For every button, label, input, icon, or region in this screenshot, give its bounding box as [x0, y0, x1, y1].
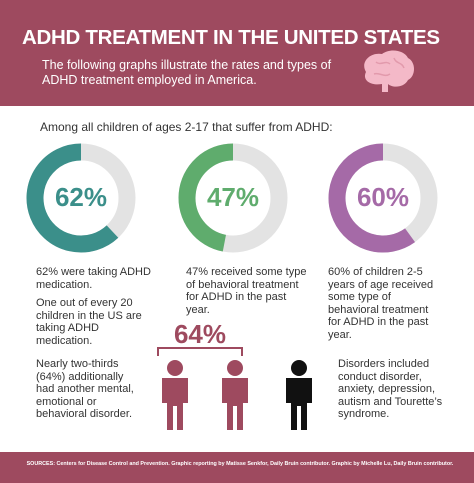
intro: Among all children of ages 2-17 that suf…: [40, 120, 333, 134]
note: 62% were taking ADHD medication.: [36, 266, 151, 291]
donut-arc: [26, 143, 119, 253]
subtitle: The following graphs illustrate the rate…: [42, 58, 332, 87]
note: Nearly two-thirds (64%) additionally had…: [36, 358, 134, 420]
percent-label: 64%: [174, 319, 226, 349]
people-figure: 64%: [157, 319, 312, 430]
donut-arc: [328, 143, 416, 253]
donut-chart: 60%: [328, 143, 438, 253]
donut-chart: 47%: [178, 143, 288, 253]
note: Disorders included conduct disorder, anx…: [338, 358, 443, 420]
note: 47% received some type of behavioral tre…: [186, 266, 307, 316]
note: 60% of children 2-5 years of age receive…: [328, 266, 434, 341]
donut-arc: [178, 143, 234, 252]
sources: SOURCES: Centers for Disease Control and…: [26, 461, 454, 467]
footer: [0, 452, 474, 483]
title: ADHD TREATMENT IN THE UNITED STATES: [22, 26, 440, 49]
donut-label: 47%: [207, 182, 259, 212]
donut-label: 62%: [55, 182, 107, 212]
donut-chart: 62%: [26, 143, 136, 253]
note: One out of every 20 children in the US a…: [36, 297, 142, 347]
brain-icon: [364, 50, 414, 92]
donut-label: 60%: [357, 182, 409, 212]
